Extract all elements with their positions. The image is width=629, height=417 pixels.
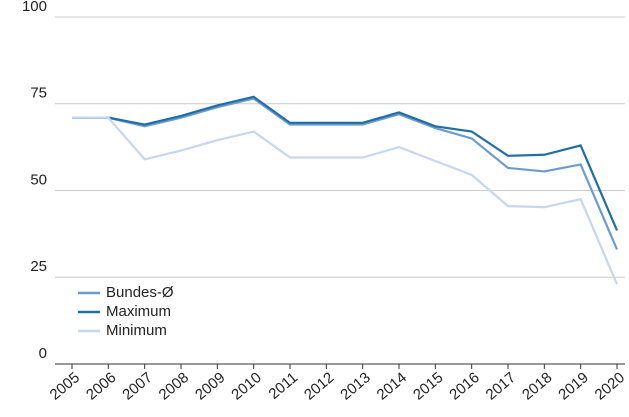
x-tick-label: 2014 bbox=[374, 369, 410, 403]
y-tick-label: 0 bbox=[39, 345, 47, 362]
x-tick-label: 2012 bbox=[301, 369, 337, 403]
series-line bbox=[72, 95, 619, 231]
x-tick-label: 2018 bbox=[519, 369, 555, 403]
x-tick-label: 2010 bbox=[228, 369, 264, 403]
y-tick-label: 50 bbox=[30, 171, 47, 188]
legend-label: Bundes-Ø bbox=[106, 284, 174, 301]
x-tick-label: 2011 bbox=[265, 369, 301, 403]
x-tick-label: 2020 bbox=[592, 369, 628, 403]
x-tick-label: 2019 bbox=[555, 369, 591, 403]
x-tick-label: 2015 bbox=[410, 369, 446, 403]
legend-label: Minimum bbox=[106, 322, 167, 339]
x-tick-label: 2006 bbox=[83, 369, 119, 403]
x-tick-label: 2005 bbox=[47, 369, 83, 403]
x-tick-label: 2017 bbox=[483, 369, 519, 403]
legend-label: Maximum bbox=[106, 303, 171, 320]
y-tick-label: 100 bbox=[22, 0, 47, 15]
x-tick-label: 2007 bbox=[119, 369, 155, 403]
series-line bbox=[72, 116, 619, 285]
x-tick-label: 2008 bbox=[156, 369, 192, 403]
x-tick-label: 2009 bbox=[192, 369, 228, 403]
y-tick-label: 25 bbox=[30, 258, 47, 275]
x-tick-label: 2013 bbox=[337, 369, 373, 403]
series-line bbox=[72, 97, 619, 250]
x-tick-label: 2016 bbox=[446, 369, 482, 403]
y-tick-label: 75 bbox=[30, 85, 47, 102]
